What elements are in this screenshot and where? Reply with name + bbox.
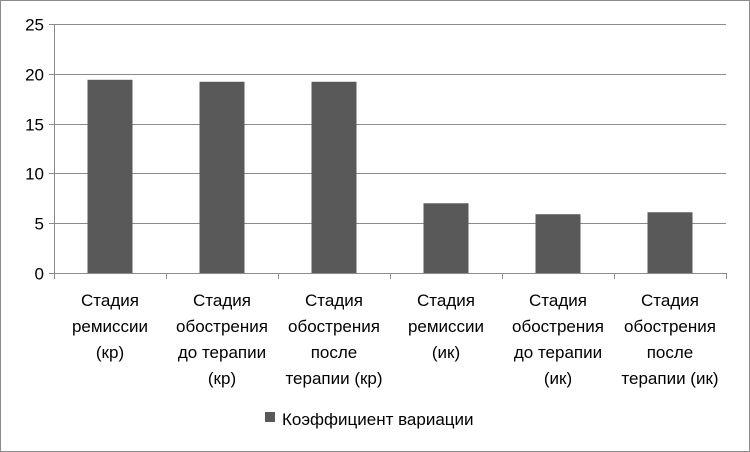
- y-tick-labels: 0 5 10 15 20 25: [25, 16, 44, 284]
- bar: [87, 79, 133, 273]
- gridlines: [54, 24, 726, 224]
- y-tick-label: 0: [35, 265, 44, 284]
- bar: [311, 81, 357, 273]
- legend: Коэффициент вариации: [265, 410, 474, 429]
- y-tick-label: 10: [25, 165, 44, 184]
- x-category-label: Стадия обострения после терапии (ик): [621, 291, 718, 388]
- legend-swatch: [265, 412, 275, 422]
- x-category-label: Стадия обострения до терапии (ик): [512, 291, 604, 388]
- y-tick-label: 15: [25, 116, 44, 135]
- legend-label: Коэффициент вариации: [282, 410, 474, 429]
- x-category-label: Стадия обострения после терапии (кр): [285, 291, 382, 388]
- y-tick-label: 25: [25, 16, 44, 35]
- x-category-label: Стадия ремиссии (ик): [408, 291, 484, 362]
- x-category-label: Стадия обострения до терапии (кр): [176, 291, 268, 388]
- x-category-label: Стадия ремиссии (кр): [72, 291, 148, 362]
- x-category-labels: Стадия ремиссии (кр) Стадия обострения до тер…: [72, 291, 719, 388]
- bar: [423, 203, 469, 273]
- bar: [535, 214, 581, 273]
- y-tick-label: 20: [25, 66, 44, 85]
- axes: [49, 24, 727, 279]
- y-tick-label: 5: [35, 215, 44, 234]
- bars: [87, 79, 693, 273]
- bar: [647, 212, 693, 273]
- bar: [199, 81, 245, 273]
